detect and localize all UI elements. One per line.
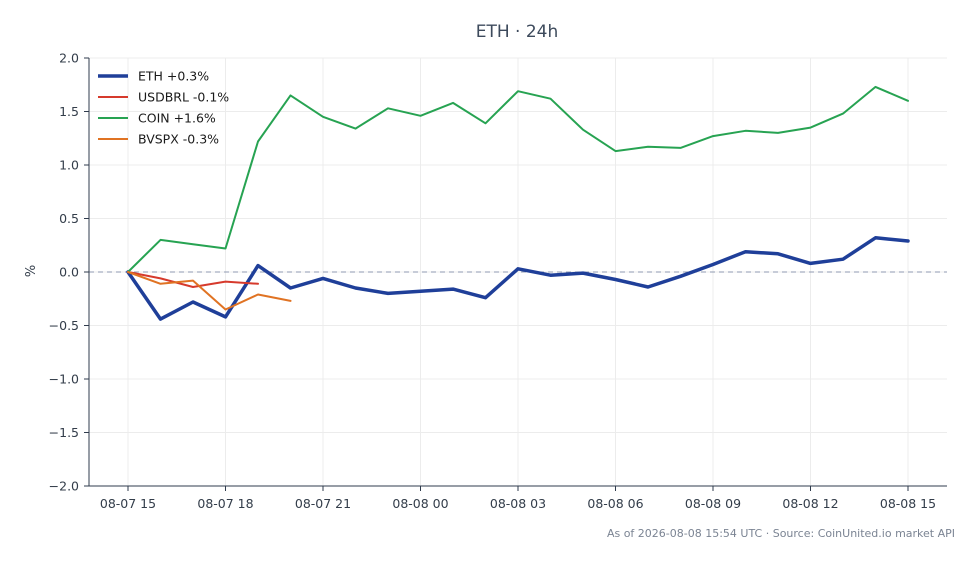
y-tick-label-0: 2.0 xyxy=(59,51,79,66)
x-tick-label-1: 08-07 18 xyxy=(197,496,253,511)
legend-label-0: ETH +0.3% xyxy=(138,69,209,84)
x-tick-label-7: 08-08 12 xyxy=(782,496,838,511)
x-tick-label-0: 08-07 15 xyxy=(100,496,156,511)
y-tick-label-5: −0.5 xyxy=(49,318,79,333)
series-line-1 xyxy=(127,271,259,288)
y-tick-label-1: 1.5 xyxy=(59,104,79,119)
x-tick-label-6: 08-08 09 xyxy=(685,496,741,511)
x-tick-label-4: 08-08 03 xyxy=(490,496,546,511)
series-line-0 xyxy=(126,236,910,321)
y-tick-label-2: 1.0 xyxy=(59,158,79,173)
legend-label-1: USDBRL -0.1% xyxy=(138,90,229,105)
y-tick-label-6: −1.0 xyxy=(49,372,79,387)
y-tick-label-4: 0.0 xyxy=(59,265,79,280)
chart-title: ETH · 24h xyxy=(476,22,559,42)
y-axis-ticks: 2.0 1.5 1.0 0.5 0.0 −0.5 −1.0 −1.5 −2.0 xyxy=(49,51,89,494)
series-group xyxy=(126,85,910,321)
x-tick-label-8: 08-08 15 xyxy=(880,496,936,511)
legend-label-3: BVSPX -0.3% xyxy=(138,132,219,147)
footer-source-note: As of 2026-08-08 15:54 UTC · Source: Coi… xyxy=(607,527,955,540)
series-line-3 xyxy=(127,271,292,311)
y-tick-label-3: 0.5 xyxy=(59,211,79,226)
y-axis-label: % xyxy=(24,265,39,277)
x-axis-ticks: 08-07 15 08-07 18 08-07 21 08-08 00 08-08 03… xyxy=(100,486,936,511)
y-tick-label-7: −1.5 xyxy=(49,425,79,440)
x-tick-label-2: 08-07 21 xyxy=(295,496,351,511)
legend-label-2: COIN +1.6% xyxy=(138,111,216,126)
y-tick-label-8: −2.0 xyxy=(49,479,79,494)
series-line-2 xyxy=(127,85,909,273)
x-tick-label-5: 08-08 06 xyxy=(587,496,643,511)
legend: ETH +0.3% USDBRL -0.1% COIN +1.6% BVSPX -0.… xyxy=(98,69,229,147)
x-tick-label-3: 08-08 00 xyxy=(392,496,448,511)
